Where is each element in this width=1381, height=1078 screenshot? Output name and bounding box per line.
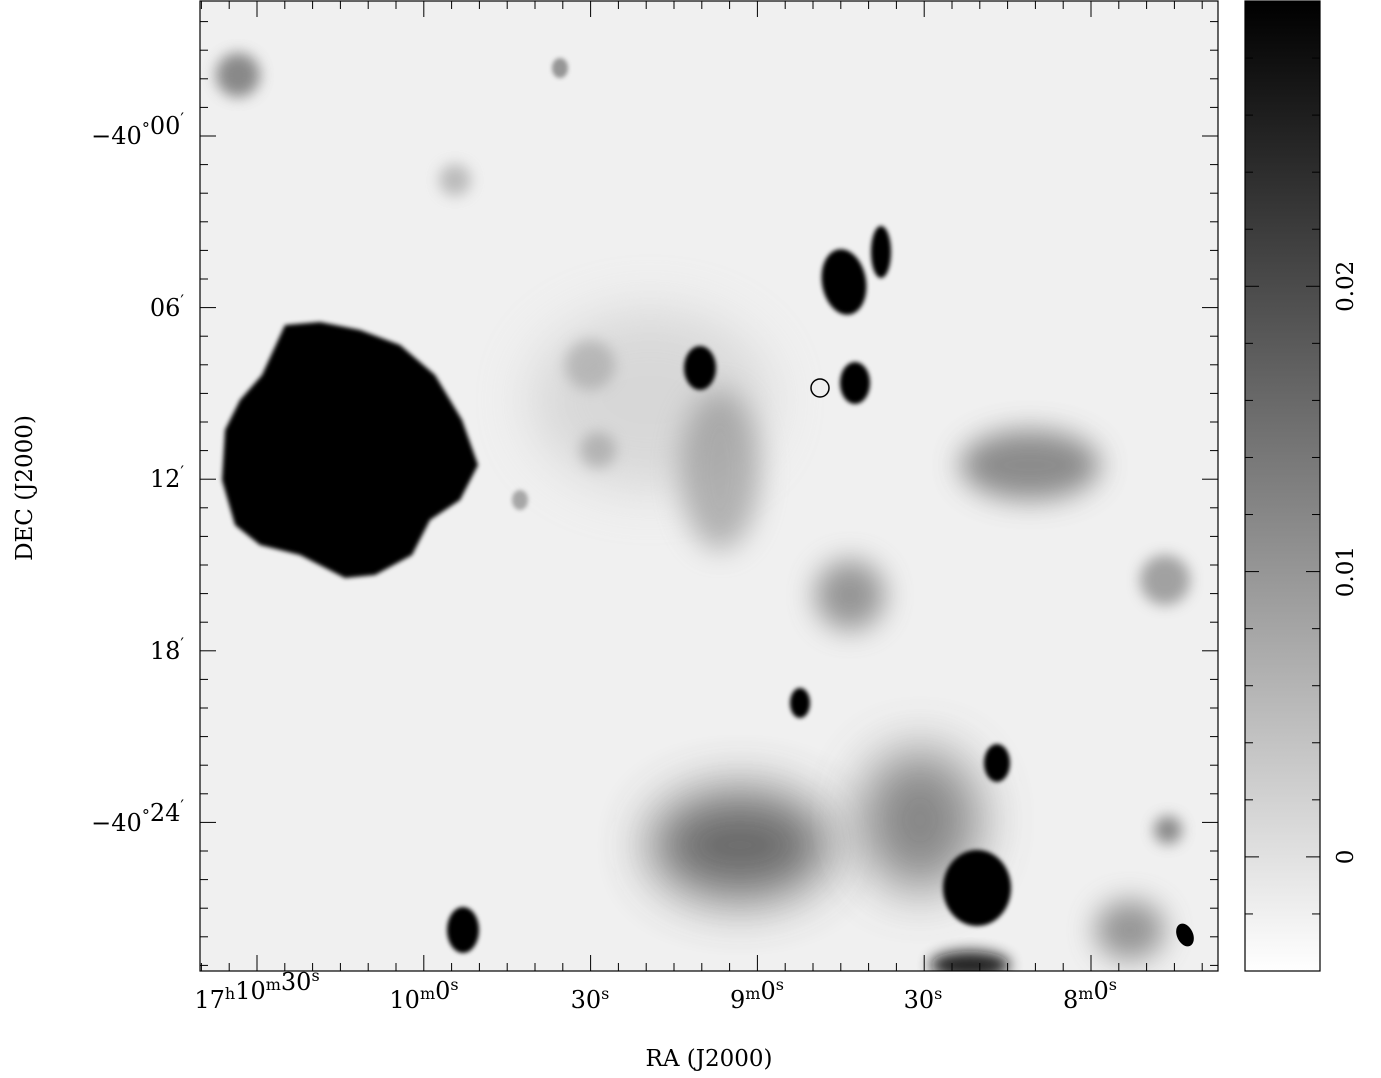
diffuse-region-south [650,790,830,900]
diffuse-blob-b [580,432,616,468]
bright-source-south [943,850,1011,926]
colorbar-frame [1244,0,1321,972]
diffuse-blob-n [439,164,471,196]
diffuse-region-east [960,430,1100,500]
y-axis-label: DEC (J2000) [12,415,38,561]
diffuse-blob-nw [216,53,260,97]
colorbar: 0 0.01 0.02 [1244,0,1359,972]
beam-ellipse [1176,923,1194,947]
image-frame [199,0,1219,972]
dec-tick-label: 06′ [150,291,185,322]
dec-tick-label: −40°00′ [91,109,184,150]
x-axis-label: RA (J2000) [646,1046,773,1072]
diffuse-region-corner [1095,900,1165,960]
dec-tick-label: 18′ [150,634,185,665]
colorbar-tick-label: 0 [1333,850,1359,865]
dec-tick-label: 12′ [150,462,185,493]
compact-source-6 [984,744,1010,782]
colorbar-tick-labels: 0 0.01 0.02 [1333,261,1359,865]
diffuse-blob-east [1140,555,1190,605]
diffuse-dot-n [552,58,568,78]
diffuse-emission [216,53,1190,971]
ra-tick-label: 9m0s [730,975,784,1014]
compact-source-4 [840,362,870,404]
compact-source-3 [871,226,891,278]
compact-source-7 [447,907,479,953]
compact-sources [447,226,1194,953]
colorbar-ticks [1245,0,1320,972]
ra-tick-label: 30s [571,984,610,1014]
compact-source-2 [821,249,867,315]
edge-emission-bottom [930,951,1010,971]
radio-image [200,1,1218,971]
diffuse-blob-se [1154,816,1182,844]
diffuse-blob-a [565,340,615,390]
diffuse-region-mid [815,560,885,630]
compact-source-1 [684,346,716,390]
ra-tick-label: 17h10m30s [194,966,319,1014]
ra-tick-label: 10m0s [389,975,458,1014]
large-bright-blob [222,322,478,578]
ra-tick-labels: 17h10m30s 10m0s 30s 9m0s 30s 8m0s [194,966,1117,1014]
diffuse-region-south-east [860,750,980,890]
diffuse-arc [680,390,760,550]
colorbar-tick-label: 0.02 [1333,261,1359,312]
compact-source-5 [790,688,810,718]
dec-tick-labels: −40°00′ 06′ 12′ 18′ −40°24′ [91,109,184,837]
axis-ticks [200,1,1218,971]
dec-tick-label: −40°24′ [91,796,184,837]
colorbar-tick-label: 0.01 [1333,546,1359,597]
diffuse-dot-w [512,490,528,510]
ra-tick-label: 8m0s [1063,975,1117,1014]
ra-tick-label: 30s [904,984,943,1014]
colorbar-gradient [1245,1,1320,971]
target-circle [810,378,830,398]
